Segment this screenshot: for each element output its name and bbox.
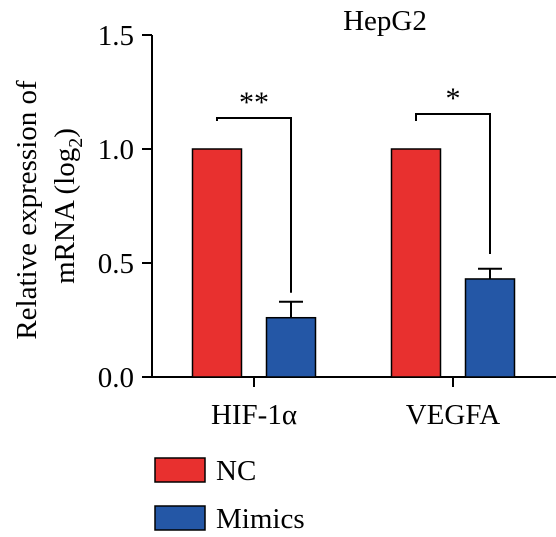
bar [390, 148, 442, 378]
bar [464, 278, 516, 378]
y-tick-label: 1.0 [98, 134, 134, 166]
significance-bracket [415, 113, 491, 254]
bar [265, 316, 317, 378]
error-bars [279, 267, 502, 318]
chart-title: HepG2 [343, 5, 427, 37]
y-tick-label: 0.5 [98, 248, 134, 280]
y-axis-label-suffix: ) [49, 128, 81, 138]
y-axis-label-line1: Relative expression of [11, 80, 43, 340]
legend-swatch [154, 457, 206, 483]
legend-label: NC [216, 455, 256, 487]
bar [191, 148, 243, 378]
significance-brackets: ** * [216, 82, 491, 293]
y-axis-label-subscript: 2 [65, 138, 87, 148]
y-axis-label-line2: mRNA (log2) [49, 128, 87, 284]
significance-bracket [216, 117, 292, 293]
y-ticks: 0.0 0.5 1.0 1.5 [98, 20, 152, 394]
legend-swatch [154, 505, 206, 531]
legend: NC Mimics [154, 455, 305, 535]
x-ticks: HIF-1α VEGFA [211, 377, 500, 431]
y-axis-label-prefix: mRNA (log [49, 148, 81, 284]
bars [191, 148, 516, 378]
legend-label: Mimics [216, 503, 305, 535]
x-tick-label: HIF-1α [211, 399, 297, 431]
significance-label: ** [239, 86, 269, 119]
y-tick-label: 1.5 [98, 20, 134, 52]
x-tick-label: VEGFA [406, 399, 501, 431]
significance-label: * [446, 82, 461, 115]
y-tick-label: 0.0 [98, 362, 134, 394]
